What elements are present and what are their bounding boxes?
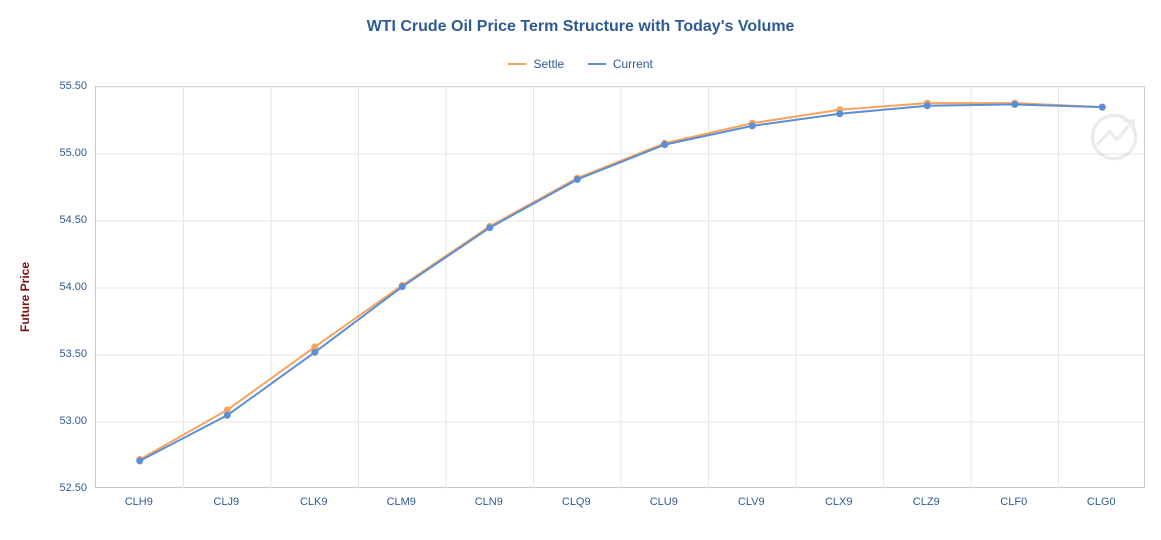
legend-swatch-current (588, 63, 606, 65)
series-point-current[interactable] (224, 412, 230, 418)
x-tick-label: CLG0 (1087, 496, 1116, 508)
y-tick-label: 53.00 (59, 415, 87, 427)
series-point-current[interactable] (487, 225, 493, 231)
x-tick-label: CLU9 (650, 496, 678, 508)
legend-label-current: Current (613, 57, 653, 71)
legend: Settle Current (0, 56, 1161, 71)
chart-container: WTI Crude Oil Price Term Structure with … (0, 0, 1161, 540)
x-tick-label: CLM9 (387, 496, 416, 508)
series-point-current[interactable] (1012, 101, 1018, 107)
chart-svg (96, 87, 1146, 489)
series-point-current[interactable] (749, 123, 755, 129)
series-point-current[interactable] (662, 142, 668, 148)
y-tick-label: 54.50 (59, 214, 87, 226)
x-tick-label: CLF0 (1000, 496, 1027, 508)
legend-swatch-settle (508, 63, 526, 65)
y-tick-label: 55.00 (59, 147, 87, 159)
series-point-current[interactable] (399, 284, 405, 290)
series-point-current[interactable] (924, 103, 930, 109)
x-tick-label: CLK9 (300, 496, 328, 508)
plot-area (95, 86, 1145, 488)
chart-title: WTI Crude Oil Price Term Structure with … (0, 18, 1161, 36)
series-point-current[interactable] (837, 111, 843, 117)
x-tick-label: CLQ9 (562, 496, 591, 508)
series-point-current[interactable] (137, 458, 143, 464)
y-axis-title: Future Price (18, 262, 32, 332)
series-point-current[interactable] (1099, 104, 1105, 110)
x-tick-label: CLV9 (738, 496, 765, 508)
x-tick-label: CLZ9 (913, 496, 940, 508)
y-tick-label: 52.50 (59, 482, 87, 494)
y-tick-label: 53.50 (59, 348, 87, 360)
x-tick-label: CLN9 (475, 496, 503, 508)
x-tick-label: CLJ9 (213, 496, 239, 508)
x-tick-label: CLX9 (825, 496, 853, 508)
y-tick-label: 55.50 (59, 80, 87, 92)
legend-item-settle[interactable]: Settle (508, 56, 564, 71)
legend-label-settle: Settle (533, 57, 564, 71)
y-tick-label: 54.00 (59, 281, 87, 293)
series-point-current[interactable] (574, 176, 580, 182)
x-tick-label: CLH9 (125, 496, 153, 508)
legend-item-current[interactable]: Current (588, 56, 653, 71)
series-point-current[interactable] (312, 349, 318, 355)
